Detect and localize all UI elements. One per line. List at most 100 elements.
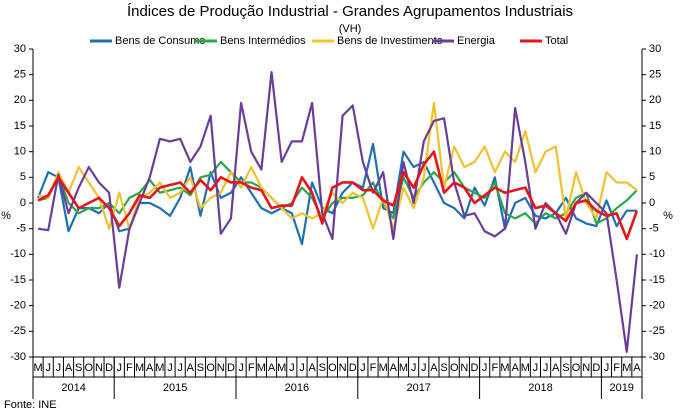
y-tick-label: 15: [14, 120, 26, 132]
x-tick-label: A: [430, 362, 438, 374]
x-tick-label: O: [85, 362, 94, 374]
x-tick-label: M: [155, 362, 164, 374]
x-tick-label: D: [349, 362, 357, 374]
x-tick-label: A: [146, 362, 154, 374]
year-label: 2017: [406, 382, 430, 394]
x-tick-label: N: [95, 362, 103, 374]
x-tick-label: N: [582, 362, 590, 374]
y2-axis-label: %: [663, 210, 673, 222]
x-tick-label: S: [562, 362, 569, 374]
y2-tick-label: 0: [649, 197, 655, 209]
x-tick-label: D: [471, 362, 479, 374]
series-line: [37, 101, 638, 230]
y-tick-label: -30: [10, 351, 26, 363]
x-tick-label: O: [450, 362, 459, 374]
series-line: [37, 150, 639, 241]
year-label: 2015: [163, 382, 187, 394]
x-tick-label: F: [370, 362, 377, 374]
y2-tick-label: -10: [649, 248, 665, 260]
x-tick-label: A: [511, 362, 519, 374]
x-tick-label: F: [248, 362, 255, 374]
y-tick-label: -5: [16, 223, 26, 235]
x-tick-label: J: [482, 362, 488, 374]
year-label: 2018: [528, 382, 552, 394]
x-tick-label: S: [440, 362, 447, 374]
x-tick-label: M: [521, 362, 530, 374]
x-tick-label: M: [399, 362, 408, 374]
x-tick-label: O: [328, 362, 337, 374]
legend-label: Total: [545, 35, 568, 47]
series-line: [37, 71, 639, 353]
x-tick-label: M: [277, 362, 286, 374]
y-axis-label: %: [1, 210, 11, 222]
y-tick-label: 0: [20, 197, 26, 209]
x-tick-label: A: [65, 362, 73, 374]
y-tick-label: 25: [14, 69, 26, 81]
x-tick-label: A: [390, 362, 398, 374]
legend-label: Energia: [457, 35, 496, 47]
x-tick-label: O: [572, 362, 581, 374]
x-tick-label: S: [75, 362, 82, 374]
x-tick-label: J: [411, 362, 417, 374]
x-tick-label: J: [533, 362, 539, 374]
x-tick-label: A: [268, 362, 276, 374]
y2-tick-label: 10: [649, 146, 661, 158]
year-label: 2016: [285, 382, 309, 394]
x-tick-label: J: [604, 362, 610, 374]
x-tick-label: N: [217, 362, 225, 374]
y-tick-label: -20: [10, 300, 26, 312]
y-tick-label: -10: [10, 248, 26, 260]
y2-tick-label: 30: [649, 43, 661, 55]
x-tick-label: J: [543, 362, 549, 374]
x-tick-label: F: [126, 362, 133, 374]
x-tick-label: D: [227, 362, 235, 374]
x-tick-label: O: [206, 362, 215, 374]
y2-tick-label: -25: [649, 325, 665, 337]
x-tick-label: N: [460, 362, 468, 374]
y2-tick-label: 20: [649, 94, 661, 106]
x-tick-label: M: [622, 362, 631, 374]
x-tick-label: D: [592, 362, 600, 374]
x-tick-label: D: [105, 362, 113, 374]
series-line: [37, 142, 637, 246]
y-tick-label: 10: [14, 146, 26, 158]
x-tick-label: J: [167, 362, 173, 374]
x-tick-label: M: [500, 362, 509, 374]
y-tick-label: 5: [20, 171, 26, 183]
x-tick-label: S: [197, 362, 204, 374]
x-tick-label: J: [299, 362, 305, 374]
legend-label: Bens Intermédios: [220, 35, 306, 47]
y2-tick-label: 25: [649, 69, 661, 81]
legend-label: Bens de Consumo: [115, 35, 206, 47]
source: Fonte: INE: [4, 399, 57, 411]
x-tick-label: J: [360, 362, 366, 374]
year-label: 2014: [61, 382, 85, 394]
x-tick-label: M: [257, 362, 266, 374]
x-tick-label: J: [421, 362, 427, 374]
y-tick-label: -25: [10, 325, 26, 337]
x-tick-label: A: [633, 362, 641, 374]
x-tick-label: J: [45, 362, 51, 374]
x-tick-label: M: [33, 362, 42, 374]
y2-tick-label: -20: [649, 300, 665, 312]
x-tick-label: F: [613, 362, 620, 374]
x-tick-label: J: [56, 362, 62, 374]
y2-tick-label: 5: [649, 171, 655, 183]
year-label: 2019: [609, 382, 633, 394]
x-tick-label: A: [552, 362, 560, 374]
x-tick-label: N: [339, 362, 347, 374]
x-tick-label: J: [177, 362, 183, 374]
x-tick-label: J: [289, 362, 295, 374]
x-tick-label: A: [187, 362, 195, 374]
x-tick-label: A: [308, 362, 316, 374]
chart-subtitle: (VH): [339, 23, 362, 35]
y-tick-label: 30: [14, 43, 26, 55]
legend-label: Bens de Investimento: [337, 35, 443, 47]
chart-title: Índices de Produção Industrial - Grandes…: [127, 3, 573, 20]
x-tick-label: J: [238, 362, 244, 374]
x-tick-label: S: [319, 362, 326, 374]
y2-tick-label: -15: [649, 274, 665, 286]
x-tick-label: M: [135, 362, 144, 374]
x-tick-label: F: [491, 362, 498, 374]
